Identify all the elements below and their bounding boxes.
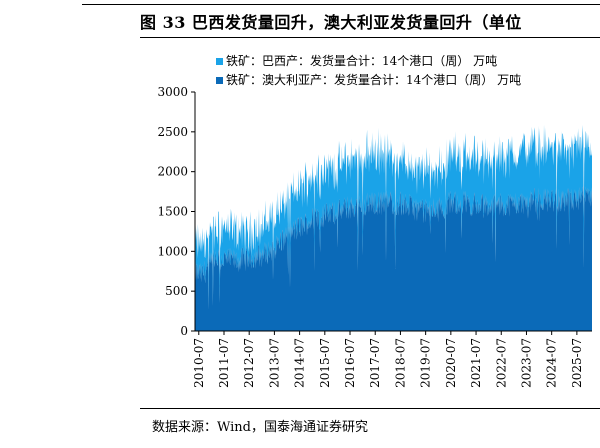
area-group (195, 124, 592, 331)
axes: 0 500 1000 1500 2000 2500 3000 2010-07 2011-07 20… (157, 85, 592, 388)
x-tick-label: 2010-07 (192, 338, 206, 388)
x-tick-label: 2013-07 (267, 338, 281, 388)
legend: 铁矿：巴西产：发货量合计：14个港口（周） 万吨 铁矿：澳大利亚产：发货量合计：… (216, 52, 521, 90)
source-rule (140, 408, 600, 409)
series-area-brazil (195, 124, 592, 310)
y-tick-label: 1500 (157, 205, 188, 219)
x-tick-label: 2017-07 (368, 338, 382, 388)
x-tick-label: 2015-07 (318, 338, 332, 388)
legend-item-brazil: 铁矿：巴西产：发货量合计：14个港口（周） 万吨 (216, 52, 521, 71)
y-tick-label: 2500 (157, 125, 188, 139)
series-area-australia (195, 186, 592, 331)
legend-item-australia: 铁矿：澳大利亚产：发货量合计：14个港口（周） 万吨 (216, 71, 521, 90)
x-tick-label: 2025-07 (570, 338, 584, 388)
y-tick-label: 1000 (157, 244, 188, 258)
y-tick-label: 3000 (157, 85, 188, 99)
x-tick-label: 2023-07 (520, 338, 534, 388)
y-tick-label: 500 (165, 284, 188, 298)
y-tick-label: 0 (180, 324, 188, 338)
legend-label-australia: 铁矿：澳大利亚产：发货量合计：14个港口（周） 万吨 (226, 73, 522, 87)
x-tick-label: 2012-07 (242, 338, 256, 388)
x-tick-label: 2016-07 (343, 338, 357, 388)
legend-swatch-brazil (216, 58, 223, 65)
legend-label-brazil: 铁矿：巴西产：发货量合计：14个港口（周） 万吨 (226, 54, 498, 68)
figure-source: 数据来源：Wind，国泰海通证券研究 (152, 420, 368, 435)
legend-swatch-australia (216, 77, 223, 84)
x-tick-label: 2021-07 (469, 338, 483, 388)
x-tick-label: 2024-07 (545, 338, 559, 388)
title-rule (140, 37, 600, 38)
x-tick-label: 2014-07 (293, 338, 307, 388)
x-tick-label: 2020-07 (444, 338, 458, 388)
y-tick-label: 2000 (157, 165, 188, 179)
x-tick-label: 2019-07 (419, 338, 433, 388)
x-tick-label: 2022-07 (494, 338, 508, 388)
figure-title: 图 33 巴西发货量回升，澳大利亚发货量回升（单位 (140, 13, 522, 32)
top-rule (82, 4, 600, 5)
x-tick-label: 2011-07 (217, 338, 231, 388)
x-tick-label: 2018-07 (393, 338, 407, 388)
